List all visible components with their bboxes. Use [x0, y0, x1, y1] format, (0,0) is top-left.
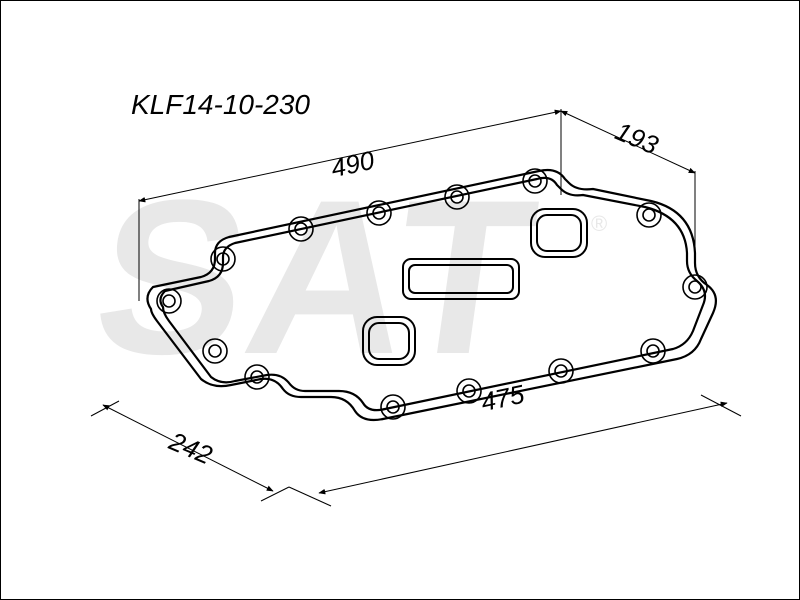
drawing-canvas: SAT ® KLF14-10-230 — [0, 0, 800, 600]
technical-drawing — [1, 1, 800, 600]
